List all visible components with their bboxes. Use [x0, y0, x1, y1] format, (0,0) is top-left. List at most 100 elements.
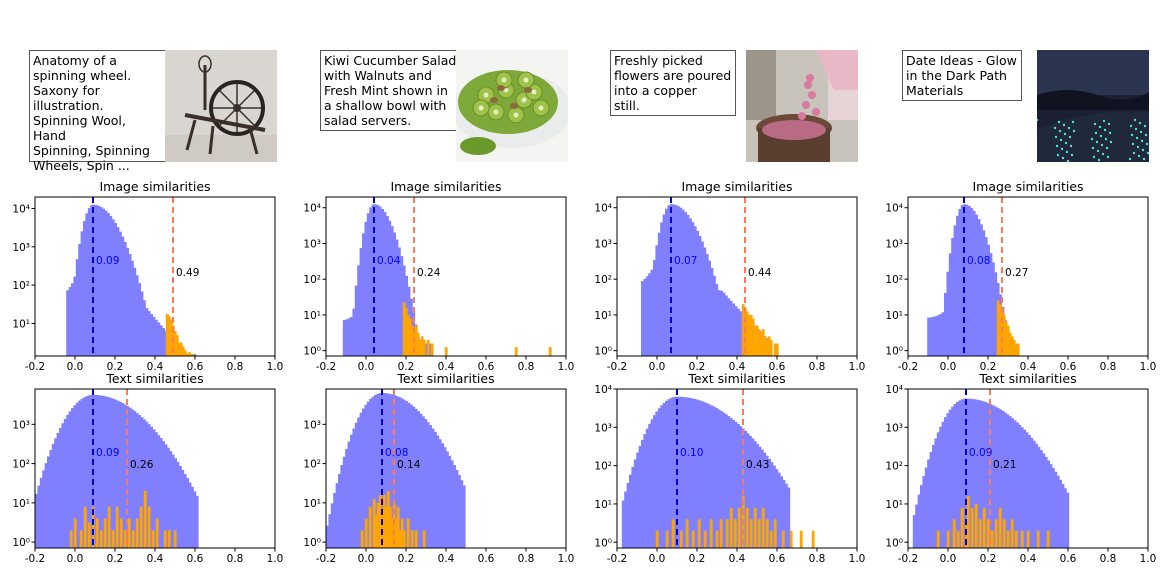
bulk-bar: [446, 451, 449, 548]
bulk-bar: [1011, 418, 1014, 548]
glow-dot: [1146, 151, 1149, 155]
x-tick-label: 1.0: [1140, 361, 1157, 373]
bulk-bar: [436, 435, 440, 548]
bulk-bar: [140, 291, 144, 356]
bulk-bar: [715, 408, 719, 548]
bulk-bar: [785, 483, 788, 548]
bulk-bar: [999, 409, 1002, 548]
bulk-bar: [729, 417, 733, 548]
highlight-bar: [952, 519, 956, 548]
x-tick-label: 0.0: [358, 361, 375, 373]
bulk-bar: [934, 438, 938, 548]
highlight-bar: [169, 319, 173, 356]
bulk-bar: [99, 206, 103, 356]
bulk-bar: [737, 423, 740, 548]
highlight-bar: [1002, 314, 1006, 356]
bulk-bar: [390, 226, 394, 356]
highlight-bar: [406, 518, 410, 548]
highlight-bar: [123, 530, 127, 548]
bulk-bar: [645, 428, 649, 548]
highlight-bar: [79, 530, 83, 548]
bulk-bar: [354, 285, 358, 356]
bulk-bar: [689, 397, 692, 548]
bulk-bar: [80, 398, 84, 548]
bulk-bar: [681, 209, 685, 356]
glow-dot: [1069, 144, 1073, 148]
highlight-bar: [382, 495, 386, 548]
bulk-bar: [686, 214, 690, 356]
kiwi-core: [513, 112, 519, 118]
glow-dot: [1132, 151, 1136, 155]
highlight-bar: [685, 519, 689, 548]
bulk-bar: [662, 402, 666, 548]
bulk-bar: [1008, 416, 1012, 548]
caption-box: Freshly picked flowers are poured into a…: [610, 50, 736, 116]
median-label: 0.09: [969, 447, 992, 459]
highlight-bar: [386, 491, 390, 548]
bulk-bar: [143, 300, 146, 356]
highlight-bar: [781, 530, 785, 548]
bulk-bar: [56, 432, 60, 548]
bulk-bar: [749, 435, 752, 548]
wheel-spoke: [219, 90, 238, 109]
highlight-bar: [761, 329, 765, 356]
highlight-bar: [765, 519, 769, 548]
highlight-bar: [709, 519, 713, 548]
median-label: 0.09: [96, 447, 119, 459]
histogram-panel: Text similarities 0.090.21 -0.2 0.0 0.2 0.4 0.…: [885, 371, 1156, 565]
bulk-bar: [453, 465, 456, 548]
y-tick-label: 10⁰: [594, 537, 612, 549]
y-tick-label: 10⁰: [303, 537, 321, 549]
bulk-bar: [956, 215, 959, 356]
wheel-spoke: [236, 90, 255, 109]
x-tick-label: 1.0: [558, 361, 575, 373]
bulk-bar: [1001, 410, 1005, 548]
x-tick-label: 1.0: [267, 361, 284, 373]
x-tick-label: 0.8: [1100, 553, 1117, 565]
highlight-bar: [127, 518, 131, 548]
bulk-bar: [984, 402, 988, 548]
bulk-bar: [679, 396, 683, 548]
bulk-bar: [135, 275, 139, 356]
y-tick-label: 10³: [303, 238, 321, 250]
bulk-bar: [426, 422, 430, 548]
x-tick-label: 0.2: [689, 361, 706, 373]
bulk-bar: [1059, 479, 1062, 548]
bulk-bar: [195, 495, 199, 548]
y-tick-label: 10⁴: [885, 203, 903, 215]
bulk-bar: [703, 247, 707, 356]
highlight-bar: [691, 530, 695, 548]
bulk-bar: [653, 415, 656, 548]
bulk-bar: [708, 404, 711, 548]
bulk-bar: [417, 411, 420, 548]
bulk-bar: [376, 393, 380, 548]
highlight-bar: [420, 336, 424, 356]
glow-dot: [1062, 123, 1066, 127]
bulk-bar: [150, 314, 153, 356]
glow-dot: [1099, 134, 1103, 138]
bulk-bar: [174, 458, 177, 548]
bulk-bar: [696, 230, 699, 356]
bulk-bar: [703, 402, 707, 548]
bulk-bar: [340, 465, 344, 548]
x-tick-label: 0.4: [147, 361, 164, 373]
glow-dot: [1064, 141, 1068, 145]
bulk-bar: [412, 406, 416, 548]
bulk-bar: [970, 208, 974, 356]
highlight-bar: [135, 518, 139, 548]
highlight-bar: [757, 329, 761, 356]
bulk-bar: [1016, 422, 1019, 548]
highlight-bar: [167, 530, 171, 548]
bulk-bar: [460, 480, 464, 548]
x-tick-label: 0.6: [769, 553, 786, 565]
bulk-bar: [121, 236, 125, 356]
bulk-bar: [169, 451, 173, 548]
bulk-bar: [378, 206, 382, 356]
bulk-bar: [968, 205, 971, 356]
bulk-bar: [155, 432, 158, 548]
highlight-bar: [775, 343, 779, 356]
bulk-bar: [342, 320, 346, 356]
highlight-bar: [139, 506, 143, 548]
bulk-bar: [929, 317, 933, 356]
y-tick-label: 10¹: [12, 498, 30, 510]
